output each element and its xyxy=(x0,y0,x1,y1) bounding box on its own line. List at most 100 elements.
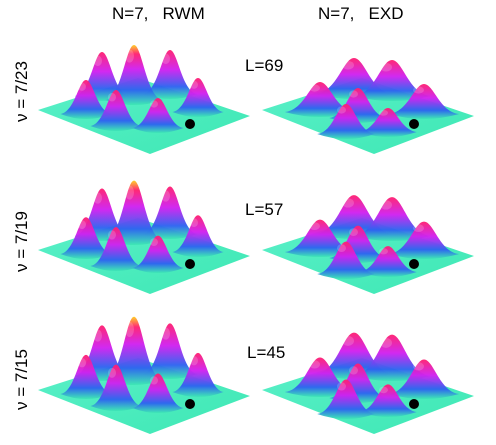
density-peak xyxy=(284,219,356,257)
peak-highlight xyxy=(413,362,424,371)
peak-highlight xyxy=(380,337,392,348)
peak-highlight xyxy=(379,109,388,116)
density-peak xyxy=(60,80,112,119)
density-plot-rwm-7-15 xyxy=(38,316,250,438)
row-label-nu-7-19: ν = 7/19 xyxy=(12,211,31,272)
peak-highlight xyxy=(108,92,116,102)
density-peak xyxy=(90,90,142,131)
density-peak xyxy=(142,50,198,99)
density-peak xyxy=(353,197,431,241)
density-peak xyxy=(284,357,356,397)
density-peak xyxy=(172,78,224,117)
peak-highlight xyxy=(342,60,354,70)
peak-highlight xyxy=(150,238,158,246)
peak-highlight xyxy=(349,90,358,98)
peak-highlight xyxy=(190,80,198,89)
peak-highlight xyxy=(309,84,320,92)
surface-rwm-7-19 xyxy=(38,180,250,294)
surface-exd-7-15 xyxy=(262,332,474,434)
peak-highlight xyxy=(309,360,320,369)
marker-dot xyxy=(185,399,195,409)
peak-highlight xyxy=(413,86,424,94)
density-peak xyxy=(142,186,198,239)
peak-highlight xyxy=(108,230,116,240)
l-label-45: L=45 xyxy=(247,343,286,362)
surface-exd-7-23 xyxy=(262,58,474,154)
peak-highlight xyxy=(93,329,102,342)
marker-dot xyxy=(409,119,419,129)
peak-highlight xyxy=(349,228,358,236)
density-peak xyxy=(388,84,460,119)
density-peak xyxy=(388,221,460,259)
density-peak xyxy=(317,379,375,419)
peak-highlight xyxy=(78,82,86,91)
peak-highlight xyxy=(337,382,346,391)
peak-highlight xyxy=(190,356,198,366)
density-peak xyxy=(359,384,417,417)
peak-highlight xyxy=(78,358,86,368)
peak-highlight xyxy=(380,200,392,210)
marker-dot xyxy=(409,399,419,409)
peak-highlight xyxy=(349,366,358,375)
density-plot-exd-7-23 xyxy=(262,38,474,158)
density-peak xyxy=(60,354,112,399)
density-peak xyxy=(132,235,184,273)
density-peak xyxy=(172,352,224,397)
density-plot-exd-7-19 xyxy=(262,178,474,298)
peak-highlight xyxy=(161,327,170,340)
l-label-69: L=69 xyxy=(245,56,284,75)
peak-highlight xyxy=(150,100,158,108)
density-peak xyxy=(142,323,198,379)
density-peak xyxy=(60,217,112,259)
peak-highlight xyxy=(337,244,346,252)
marker-dot xyxy=(185,119,195,129)
density-plot-rwm-7-19 xyxy=(38,178,250,298)
surface-rwm-7-15 xyxy=(38,316,250,434)
marker-dot xyxy=(409,259,419,269)
density-peak xyxy=(105,180,163,245)
peak-highlight xyxy=(78,220,86,230)
density-peak xyxy=(90,227,142,271)
density-peak xyxy=(353,60,431,101)
peak-highlight xyxy=(190,218,198,228)
density-peak xyxy=(353,334,431,381)
density-peak xyxy=(359,108,417,137)
peak-highlight xyxy=(380,62,392,72)
peak-highlight xyxy=(379,386,388,394)
density-peak xyxy=(132,373,184,413)
density-peak xyxy=(172,215,224,257)
density-peak xyxy=(105,45,163,105)
l-label-57: L=57 xyxy=(245,200,284,219)
peak-highlight xyxy=(93,192,102,204)
density-peak xyxy=(359,246,417,277)
column-title-rwm: N=7, RWM xyxy=(112,4,205,23)
row-label-nu-7-15: ν = 7/15 xyxy=(12,349,31,410)
marker-dot xyxy=(185,259,195,269)
peak-highlight xyxy=(108,367,116,378)
density-peak xyxy=(132,98,184,133)
peak-highlight xyxy=(93,55,102,67)
density-plot-exd-7-15 xyxy=(262,318,474,438)
density-peak xyxy=(90,364,142,411)
peak-highlight xyxy=(125,321,134,337)
density-peak xyxy=(317,104,375,139)
peak-highlight xyxy=(161,53,170,65)
density-peak xyxy=(388,359,460,399)
density-plot-rwm-7-23 xyxy=(38,38,250,158)
peak-highlight xyxy=(125,49,134,63)
peak-highlight xyxy=(342,335,354,346)
surface-rwm-7-23 xyxy=(38,45,250,154)
peak-highlight xyxy=(309,222,320,230)
density-peak xyxy=(284,82,356,117)
peak-highlight xyxy=(413,224,424,232)
peak-highlight xyxy=(150,376,158,385)
column-title-exd: N=7, EXD xyxy=(318,4,404,23)
peak-highlight xyxy=(342,198,354,208)
peak-highlight xyxy=(161,190,170,202)
peak-highlight xyxy=(337,106,346,114)
peak-highlight xyxy=(125,185,134,200)
surface-exd-7-19 xyxy=(262,195,474,294)
row-label-nu-7-23: ν = 7/23 xyxy=(12,61,31,122)
density-peak xyxy=(317,241,375,279)
peak-highlight xyxy=(379,248,388,255)
